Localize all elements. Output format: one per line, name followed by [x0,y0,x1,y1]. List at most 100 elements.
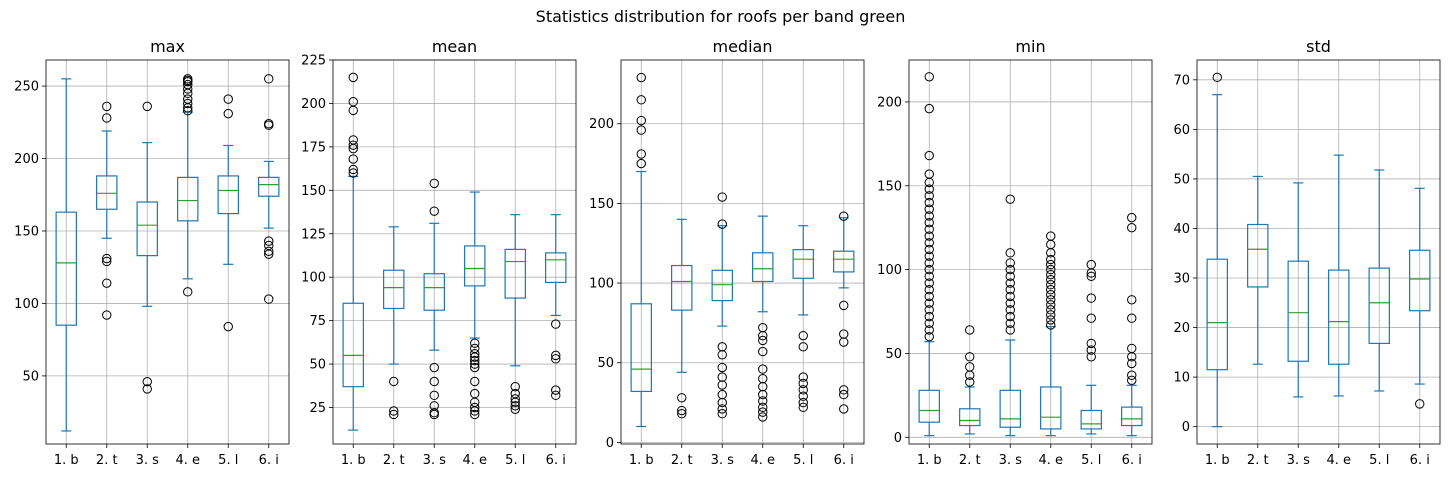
outlier-point [1127,212,1137,223]
xtick-label: 2. t [383,453,405,468]
axis-title: max [150,37,185,56]
outlier-point [1005,311,1015,322]
outlier-point [965,370,975,380]
outlier-point [636,158,646,169]
ytick-label: 200 [877,95,902,110]
ytick-label: 150 [877,179,902,194]
outlier-point [1046,305,1056,315]
outlier-point [798,391,808,401]
ytick-label: 100 [14,297,39,312]
outlier-point [924,103,934,114]
outlier-point [1127,313,1137,323]
iqr-box [1328,269,1350,365]
outlier-point [264,294,274,304]
outlier-point [264,74,274,84]
outlier-point [636,95,646,105]
iqr-box [423,273,445,311]
outlier-point [1005,285,1015,295]
box-6. i [1409,187,1431,409]
outlier-point [510,381,520,392]
iqr-box [258,176,280,197]
ytick-label: 150 [301,184,326,199]
iqr-box [918,389,940,423]
outlier-point [924,285,934,295]
outlier-point [758,364,768,374]
ytick-label: 10 [1173,371,1190,386]
box-4. e [752,215,774,422]
outlier-point [1046,295,1056,305]
iqr-box [1040,386,1062,430]
outlier-point [102,101,112,112]
outlier-point [510,397,520,407]
outlier-point [1127,375,1137,385]
iqr-box [833,250,855,273]
panel-min: min 0 50 100 150 200 1. b 2. t 3. s 4. e 5. l 6. i [877,37,1153,468]
outlier-point [348,154,358,164]
outlier-point [798,402,808,413]
ytick-label: 50 [309,358,326,373]
outlier-point [798,378,808,389]
iqr-box [671,264,693,311]
iqr-box [1409,249,1431,312]
outlier-point [1005,291,1015,302]
iqr-box [177,176,199,222]
box-3. s [136,101,158,394]
outlier-point [389,409,399,420]
xtick-label: 4. e [750,453,775,468]
xtick-label: 5. l [505,453,525,468]
xtick-label: 3. s [711,453,735,468]
outlier-point [1127,370,1137,380]
outlier-point [636,149,646,159]
outlier-point [924,191,934,201]
outlier-point [1005,305,1015,315]
outlier-point [264,236,274,246]
iqr-box [545,252,567,284]
outlier-point [924,258,934,268]
ytick-label: 20 [1173,321,1190,336]
outlier-point [183,106,193,116]
xtick-label: 6. i [1122,453,1142,468]
outlier-point [717,409,727,419]
outlier-point [551,385,561,395]
outlier-point [1086,338,1096,349]
box-2. t [671,218,693,419]
outlier-point [1046,300,1056,310]
outlier-point [839,385,849,395]
outlier-point [839,404,849,414]
outlier-point [1005,278,1015,288]
ytick-label: 40 [1173,222,1190,237]
ytick-label: 0 [894,431,902,446]
outlier-point [839,300,849,311]
outlier-point [102,253,112,264]
ytick-label: 50 [597,356,614,371]
outlier-point [551,319,561,329]
outlier-point [758,412,768,422]
box-4. e [1328,154,1350,397]
box-5. l [1368,169,1390,392]
outlier-point [348,168,358,178]
box-5. l [1080,259,1102,435]
outlier-point [758,389,768,400]
outlier-point [717,397,727,408]
outlier-point [758,396,768,406]
outlier-point [1046,320,1056,330]
outlier-point [551,390,561,401]
outlier-point [264,249,274,259]
ytick-label: 150 [589,197,614,212]
outlier-point [717,192,727,202]
box-3. s [423,178,445,420]
iqr-box [464,245,486,287]
outlier-point [1127,295,1137,305]
outlier-point [839,337,849,347]
xtick-label: 6. i [259,453,279,468]
outlier-point [636,125,646,135]
xtick-label: 3. s [136,453,160,468]
outlier-point [1046,274,1056,285]
outlier-point [965,377,975,387]
iqr-box [999,389,1021,428]
outlier-point [924,271,934,282]
ytick-label: 200 [301,97,326,112]
outlier-point [429,390,439,401]
outlier-point [183,88,193,99]
figure-title: Statistics distribution for roofs per ba… [535,7,906,26]
